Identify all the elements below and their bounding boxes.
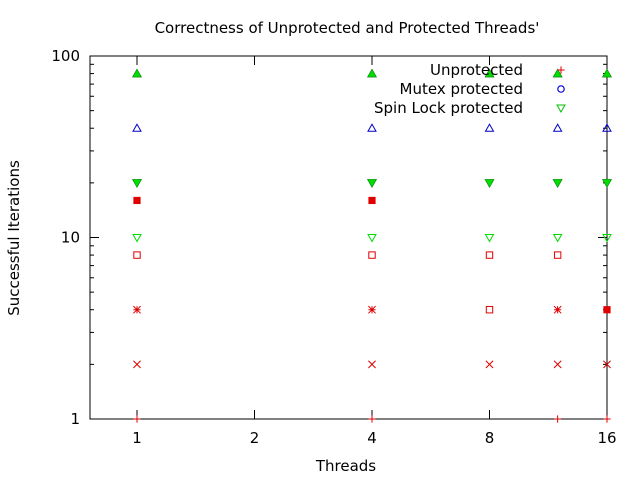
- data-point: [132, 234, 142, 243]
- data-point: [553, 251, 562, 259]
- data-point: [133, 305, 141, 314]
- data-point: [368, 360, 376, 369]
- data-point: [133, 415, 141, 423]
- data-point: [601, 179, 613, 188]
- data-point: [603, 360, 611, 369]
- legend-label: Unprotected: [430, 61, 523, 79]
- x-tick-label: 8: [485, 429, 495, 447]
- x-tick-label: 16: [597, 429, 616, 447]
- data-point: [603, 306, 611, 314]
- legend-marker: [557, 66, 565, 74]
- x-axis-label: Threads: [315, 457, 376, 475]
- data-point: [553, 360, 562, 369]
- legend-marker: [557, 85, 565, 93]
- data-point: [368, 305, 376, 314]
- data-point: [601, 68, 613, 78]
- legend-label: Mutex protected: [400, 80, 523, 98]
- data-point: [366, 179, 378, 188]
- data-point: [554, 415, 562, 423]
- data-point: [552, 179, 563, 188]
- data-point: [553, 305, 562, 314]
- x-tick-label: 4: [367, 429, 377, 447]
- data-point: [133, 360, 141, 369]
- data-point: [484, 68, 495, 78]
- data-point: [602, 123, 612, 132]
- data-point: [368, 415, 376, 423]
- legend-label: Spin Lock protected: [374, 99, 523, 117]
- data-point: [552, 234, 563, 243]
- data-point: [485, 306, 494, 314]
- x-tick-label: 1: [132, 429, 142, 447]
- data-point: [484, 123, 495, 132]
- data-point: [485, 251, 494, 259]
- data-point: [133, 196, 141, 205]
- data-point: [368, 251, 376, 259]
- data-point: [131, 68, 143, 78]
- data-points: [131, 68, 613, 423]
- data-point: [484, 179, 495, 188]
- data-point: [133, 251, 141, 259]
- y-tick-label: 1: [70, 410, 80, 428]
- y-tick-label: 10: [61, 229, 80, 247]
- data-point: [367, 123, 377, 132]
- chart-title: Correctness of Unprotected and Protected…: [155, 19, 540, 37]
- data-point: [131, 179, 143, 188]
- x-tick-label: 2: [250, 429, 260, 447]
- data-point: [602, 234, 612, 243]
- legend-marker: [556, 104, 566, 114]
- data-point: [132, 123, 142, 132]
- y-axis-label: Successful Iterations: [5, 160, 23, 316]
- data-point: [552, 68, 563, 78]
- data-point: [484, 234, 495, 243]
- data-point: [603, 415, 611, 423]
- x-axis: 1 2 4 8 16: [132, 56, 617, 447]
- plot-area: [89, 55, 608, 420]
- y-tick-label: 100: [51, 47, 80, 65]
- data-point: [552, 123, 563, 132]
- data-point: [366, 68, 378, 78]
- data-point: [485, 360, 494, 369]
- data-point: [368, 196, 376, 205]
- data-point: [367, 234, 377, 243]
